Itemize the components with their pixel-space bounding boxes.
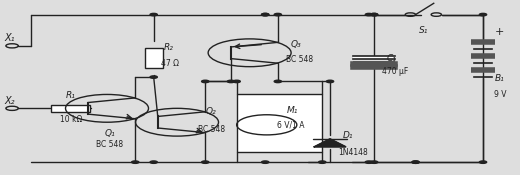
Circle shape [150,161,158,163]
Circle shape [262,161,269,163]
Text: Q₃: Q₃ [291,40,302,49]
Circle shape [365,13,372,16]
Text: R₁: R₁ [66,91,75,100]
Circle shape [262,13,269,16]
Circle shape [412,161,419,163]
Text: BC 548: BC 548 [96,140,123,149]
Bar [354,56,395,59]
Circle shape [365,161,372,163]
Text: C₁: C₁ [387,54,397,63]
Circle shape [202,161,209,163]
Text: R₂: R₂ [164,43,174,52]
Circle shape [370,13,378,16]
Bar [145,48,163,68]
Text: 47 Ω: 47 Ω [162,59,179,68]
Circle shape [227,80,235,83]
Bar [354,61,395,64]
Text: M₁: M₁ [287,106,298,116]
Bar [237,94,322,152]
Text: 10 kΩ: 10 kΩ [59,115,82,124]
Text: 6 V/1 A: 6 V/1 A [277,120,304,129]
Circle shape [132,161,139,163]
Text: S₁: S₁ [419,26,428,35]
Circle shape [274,80,281,83]
Text: Q₁: Q₁ [104,129,115,138]
Text: B₁: B₁ [495,74,504,83]
Text: BC 548: BC 548 [198,125,225,134]
Text: BC 548: BC 548 [286,55,313,64]
Circle shape [479,161,487,163]
Circle shape [412,161,419,163]
Circle shape [262,13,269,16]
Text: Q₂: Q₂ [205,107,216,116]
Text: +: + [495,27,504,37]
Text: X₂: X₂ [4,96,15,106]
Text: D₁: D₁ [343,131,354,140]
Text: 9 V: 9 V [495,90,507,99]
Circle shape [479,13,487,16]
Text: X₁: X₁ [4,33,15,43]
Polygon shape [314,139,346,147]
Circle shape [370,13,378,16]
Bar [51,105,90,112]
Circle shape [370,161,378,163]
Circle shape [233,80,240,83]
Circle shape [319,161,326,163]
Circle shape [150,76,158,78]
Circle shape [150,13,158,16]
Text: 470 μF: 470 μF [382,66,408,75]
Circle shape [327,80,334,83]
Circle shape [274,13,281,16]
Text: 1N4148: 1N4148 [338,148,368,157]
Circle shape [202,80,209,83]
